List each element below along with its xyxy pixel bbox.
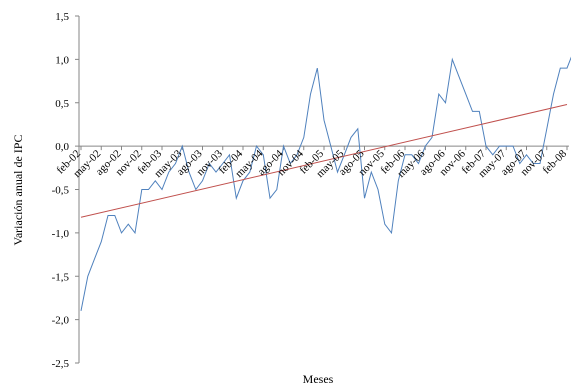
ipc-series-line (80, 56, 571, 311)
series-group (80, 56, 571, 311)
y-tick-label: -2,5 (52, 358, 70, 370)
y-tick-label: -0,5 (52, 185, 70, 197)
x-axis (79, 145, 569, 151)
y-tick-label: -1,5 (52, 271, 70, 283)
y-tick-label: 0,5 (55, 98, 69, 110)
y-axis-title: Variación anual de IPC (11, 135, 25, 246)
y-tick-label: -2,0 (52, 315, 70, 327)
x-tick-label: feb-08 (540, 147, 569, 176)
x-tick-labels: feb-02may-02ago-02nov-02feb-03may-03ago-… (54, 147, 569, 180)
y-axis: 1,5 1,0 0,5 0,0 -0,5 -1,0 -1,5 -2,0 -2,5 (52, 11, 80, 370)
y-tick-label: 1,0 (55, 54, 69, 66)
trend-line (80, 103, 568, 218)
x-axis-title: Meses (303, 372, 334, 386)
y-tick-label: 1,5 (55, 11, 69, 23)
y-tick-label: 0,0 (55, 141, 69, 153)
y-tick-label: -1,0 (52, 228, 70, 240)
